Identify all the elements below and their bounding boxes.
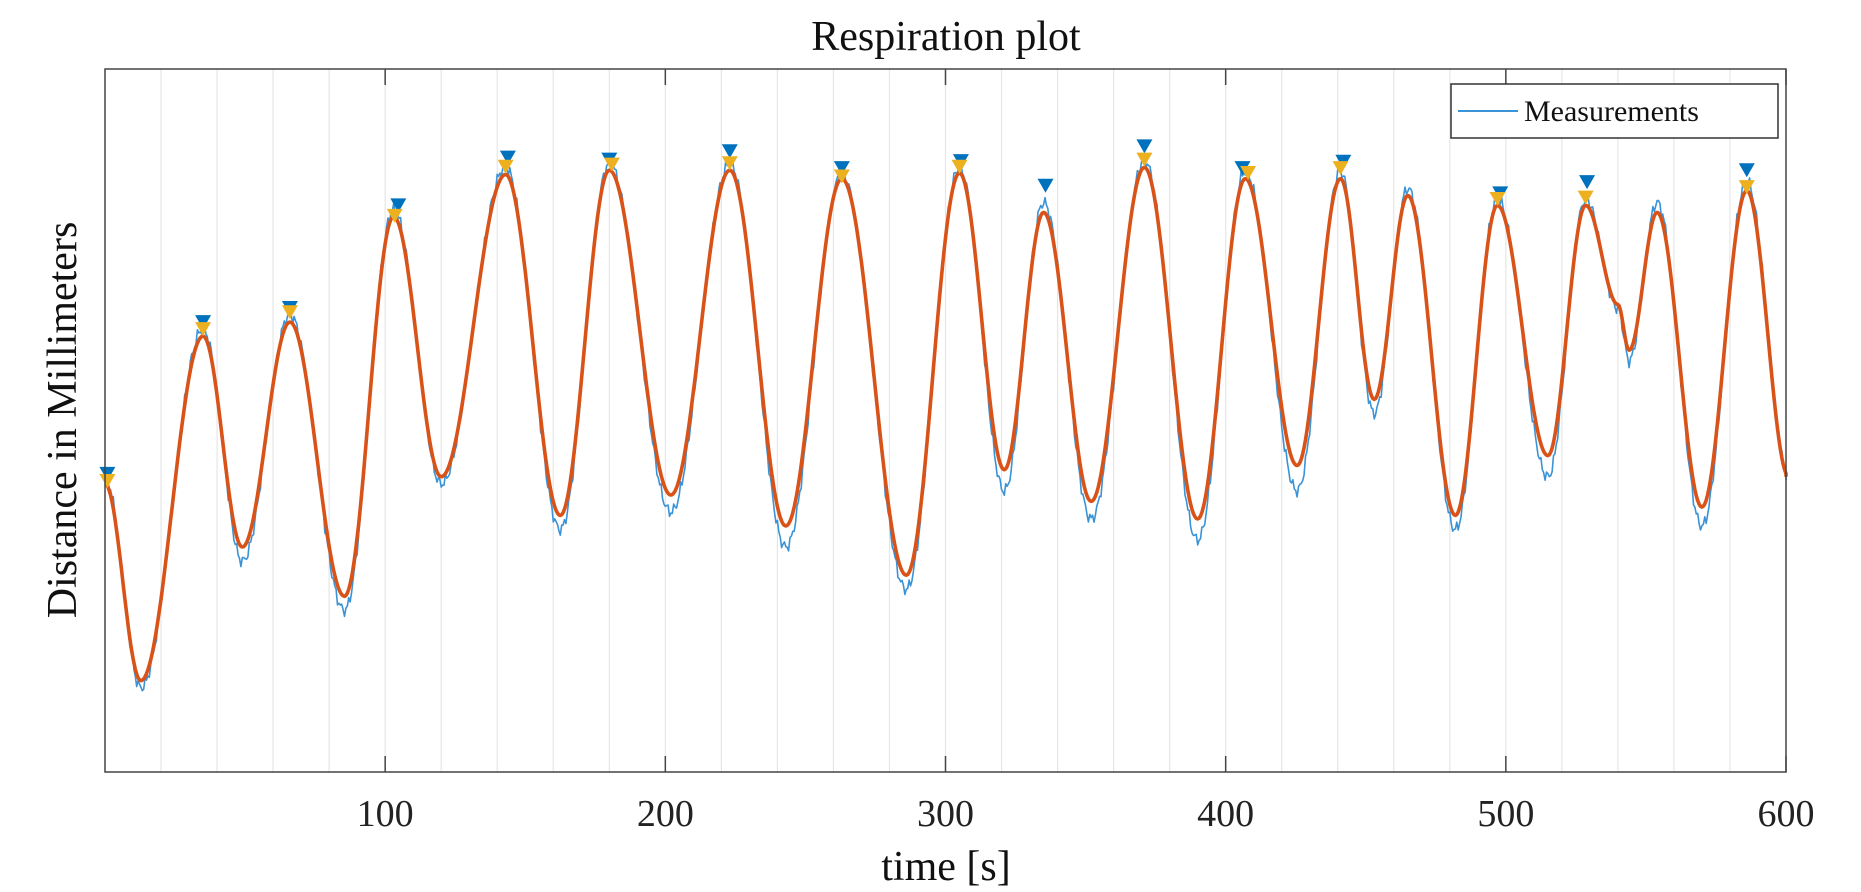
peak-marker-measured: [1136, 139, 1153, 154]
peak-marker-measured: [1579, 175, 1596, 190]
peak-marker-filtered: [281, 305, 298, 320]
x-axis-label: time [s]: [881, 844, 1010, 890]
chart-title: Respiration plot: [811, 14, 1081, 60]
peak-marker-filtered: [1240, 166, 1257, 181]
peak-marker-filtered: [99, 473, 116, 488]
peak-marker-filtered: [1489, 192, 1506, 207]
peak-marker-filtered: [1332, 161, 1349, 176]
legend: Measurements: [1450, 83, 1779, 139]
x-tick-label: 300: [917, 793, 974, 835]
y-axis-label: Distance in Millimeters: [40, 222, 86, 619]
legend-measurements-label: Measurements: [1524, 95, 1699, 128]
peak-markers: [99, 139, 1755, 488]
peak-marker-filtered: [951, 159, 968, 174]
x-tick-label: 200: [637, 793, 694, 835]
peak-marker-filtered: [721, 156, 738, 171]
peak-marker-measured: [390, 198, 407, 213]
grid-lines: [160, 69, 1731, 772]
peak-marker-measured: [99, 466, 116, 481]
filtered-line: [104, 165, 1788, 683]
peak-marker-filtered: [1738, 180, 1755, 195]
peak-marker-filtered: [603, 157, 620, 172]
series-group: [104, 154, 1788, 692]
peak-marker-filtered: [1136, 152, 1153, 167]
peak-marker-measured: [195, 315, 212, 330]
peak-marker-measured: [833, 161, 850, 176]
axes: [104, 68, 1787, 773]
peak-marker-filtered: [833, 169, 850, 184]
x-tick-label: 400: [1197, 793, 1254, 835]
x-tick-label: 100: [357, 793, 414, 835]
peak-marker-filtered: [1577, 190, 1594, 205]
peak-marker-measured: [499, 150, 516, 165]
x-tick-labels: 100 200 300 400 500 600: [357, 793, 1815, 835]
peak-marker-measured: [721, 144, 738, 159]
peak-marker-measured: [1037, 178, 1054, 193]
peak-marker-measured: [1738, 163, 1755, 178]
x-tick-label: 500: [1477, 793, 1534, 835]
peak-marker-filtered: [497, 159, 514, 174]
x-tick-label: 600: [1758, 793, 1815, 835]
peak-marker-filtered: [195, 322, 212, 337]
peak-marker-filtered: [386, 208, 403, 223]
